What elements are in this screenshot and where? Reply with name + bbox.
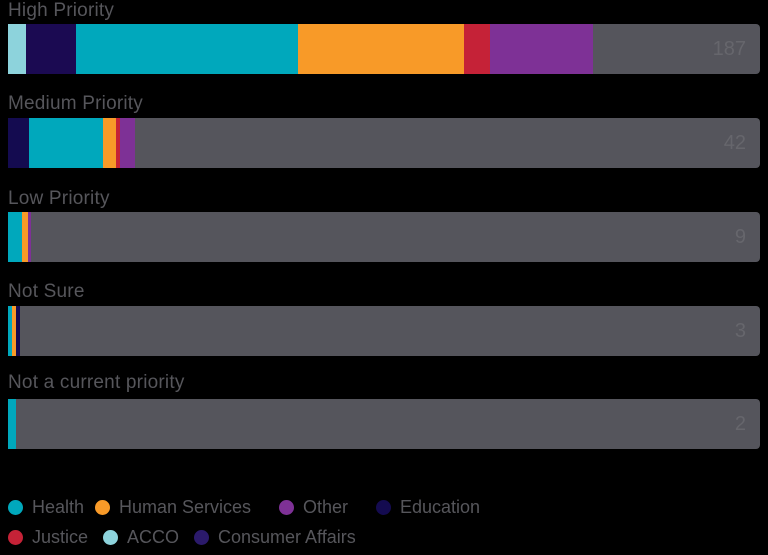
legend-item-education[interactable]: Education [376,492,480,522]
bar-segment-education[interactable] [8,118,29,168]
bar-total-value: 9 [734,226,746,248]
legend-row: Justice ACCO Consumer Affairs [0,522,768,552]
legend-label: ACCO [127,527,180,547]
bar-track[interactable]: 9 [8,212,760,262]
bar-total-value: 2 [734,413,746,435]
bar-category-label: Not a current priority [8,372,185,393]
legend-swatch-icon [8,529,23,545]
bar-category-label: High Priority [8,0,115,21]
bar-segment-education[interactable] [16,306,20,356]
legend-swatch-icon [194,529,209,545]
legend-item-human-services[interactable]: Human Services [95,492,251,522]
bar-total-value: 3 [734,320,746,342]
legend-label: Health [32,497,85,517]
legend-row: Health Human Services Other Education [0,492,768,522]
bar-segment-other[interactable] [120,118,135,168]
bar-total-value: 42 [723,132,746,154]
bar-segment-justice[interactable] [464,24,490,74]
bar-segment-acco[interactable] [8,24,26,74]
bar-segment-health[interactable] [8,399,16,449]
legend-item-acco[interactable]: ACCO [103,522,179,552]
legend-swatch-icon [279,499,294,515]
bar-segment-other[interactable] [28,212,31,262]
legend-label: Education [400,497,481,517]
legend-item-justice[interactable]: Justice [8,522,88,552]
bar-category-label: Medium Priority [8,93,143,114]
bar-track[interactable]: 42 [8,118,760,168]
bar-category-label: Not Sure [8,281,85,302]
legend-item-health[interactable]: Health [8,492,84,522]
legend-label: Other [303,497,349,517]
legend-item-other[interactable]: Other [279,492,348,522]
bar-segment-human-services[interactable] [22,212,28,262]
bar-segment-human-services[interactable] [12,306,16,356]
bar-segment-health[interactable] [29,118,103,168]
bar-track[interactable]: 187 [8,24,760,74]
bar-category-label: Low Priority [8,188,110,209]
legend-swatch-icon [95,499,110,515]
chart-legend: Health Human Services Other Education Justic… [0,492,768,552]
legend-label: Human Services [119,497,252,517]
bar-segment-consumer-affairs[interactable] [26,24,76,74]
bar-segment-human-services[interactable] [103,118,116,168]
legend-swatch-icon [376,499,391,515]
bar-segment-human-services[interactable] [298,24,464,74]
legend-label: Consumer Affairs [218,527,356,547]
bar-segment-health[interactable] [8,212,22,262]
bar-track[interactable]: 3 [8,306,760,356]
legend-swatch-icon [8,499,23,515]
bar-segment-justice[interactable] [116,118,120,168]
bar-segment-other[interactable] [490,24,593,74]
legend-swatch-icon [103,529,118,545]
bar-segment-health[interactable] [8,306,12,356]
bar-track[interactable]: 2 [8,399,760,449]
legend-label: Justice [32,527,89,547]
legend-item-consumer-affairs[interactable]: Consumer Affairs [194,522,356,552]
bar-total-value: 187 [712,38,746,60]
bar-segment-health[interactable] [76,24,298,74]
